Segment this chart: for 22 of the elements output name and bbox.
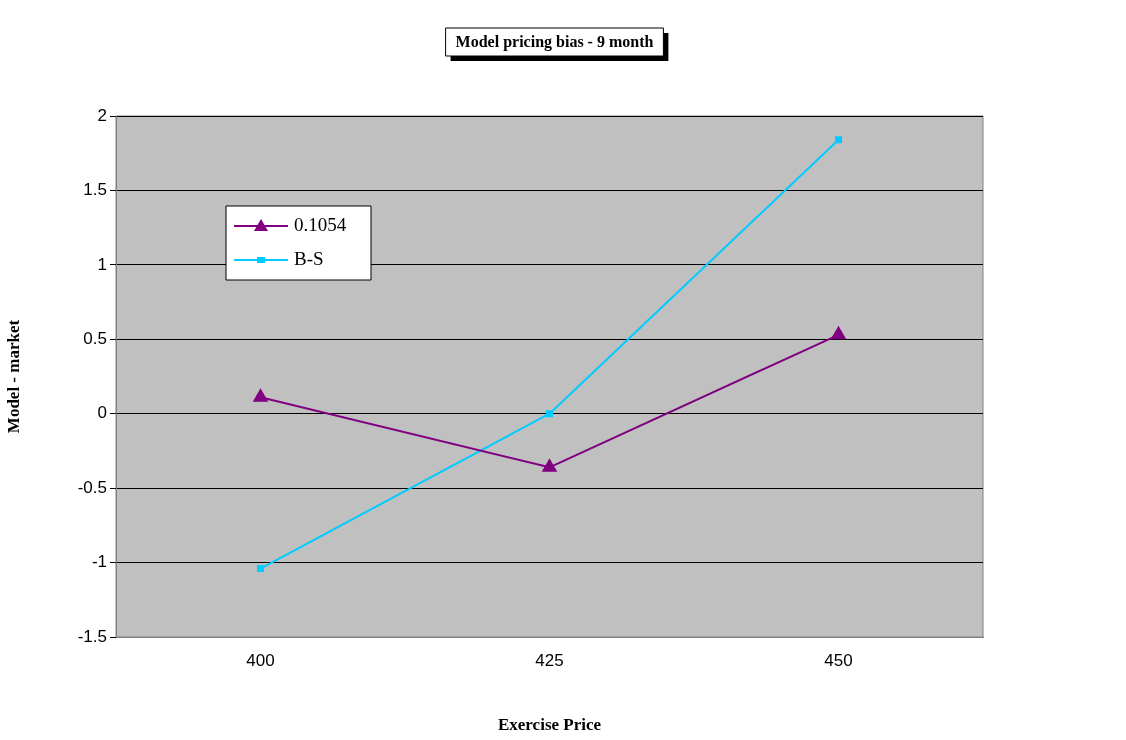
legend-label: B-S [294, 247, 324, 269]
point [831, 326, 846, 340]
y-tick-label: -1.5 [77, 626, 107, 646]
legend-label: 0.1054 [294, 213, 347, 235]
x-tick-label: 400 [246, 650, 275, 670]
y-tick-label: -0.5 [77, 477, 107, 497]
point [257, 565, 264, 572]
y-tick-label: -1 [91, 552, 107, 572]
point [253, 389, 268, 402]
x-tick-label: 425 [535, 650, 564, 670]
x-tick-label: 450 [824, 650, 853, 670]
point [542, 459, 557, 472]
y-axis-title: Model - market [3, 319, 23, 434]
point [546, 410, 553, 418]
y-tick-label: 0.5 [83, 328, 107, 348]
y-tick-label: 1 [97, 254, 107, 274]
y-tick-label: 2 [97, 105, 107, 125]
x-axis-title: Exercise Price [497, 715, 602, 735]
chart-title: Model pricing bias - 9 month [455, 33, 654, 52]
y-tick-label: 1.5 [83, 180, 107, 200]
y-tick-label: 0 [97, 403, 107, 423]
point [835, 136, 842, 144]
